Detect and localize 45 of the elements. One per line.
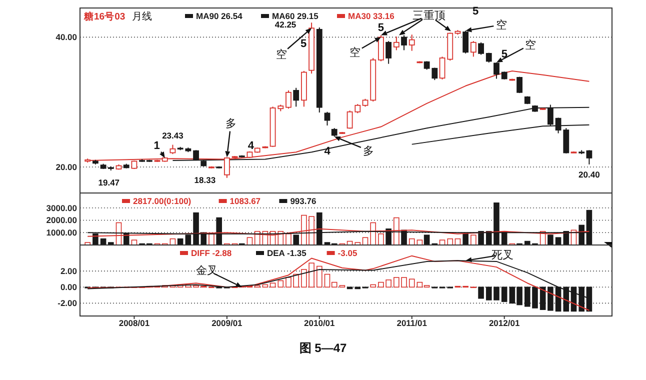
- y-tick-label: 0.00: [60, 282, 78, 292]
- chart-subtitle: 月线: [132, 10, 152, 22]
- annotation: 5: [378, 22, 384, 34]
- legend-label: MA60 29.15: [272, 10, 319, 21]
- y-tick-label: 2.00: [60, 266, 78, 276]
- annotation: 18.33: [194, 174, 216, 185]
- y-tick-label: 40.00: [56, 32, 78, 42]
- annotation: 20.40: [578, 169, 600, 180]
- y-tick-label: 1000.00: [46, 228, 78, 238]
- legend-label: MA90 26.54: [196, 10, 243, 21]
- annotation: 1: [154, 140, 160, 152]
- y-tick-label: 20.00: [56, 162, 78, 172]
- x-tick-label: 2010/01: [304, 318, 336, 328]
- annotation: 4: [248, 140, 255, 152]
- x-tick-label: 2008/01: [118, 318, 150, 328]
- legend-label: 2817.00(0:100): [133, 196, 192, 206]
- legend-label: DEA -1.35: [267, 248, 307, 258]
- annotation: 5: [501, 48, 508, 60]
- annotation: 空: [524, 38, 536, 52]
- annotation: 19.47: [98, 177, 120, 188]
- y-tick-label: 2000.00: [46, 215, 78, 226]
- annotation: 死叉: [492, 249, 514, 262]
- annotation: 空: [349, 46, 360, 60]
- x-tick-label: 2009/01: [212, 318, 243, 328]
- annotation: 空: [496, 18, 508, 32]
- annotation: 多: [225, 118, 236, 130]
- annotation: 4: [324, 145, 332, 158]
- legend-label: -3.05: [338, 248, 358, 258]
- legend-label: 1083.67: [230, 196, 261, 206]
- legend-label: 993.76: [290, 196, 316, 206]
- chart-title: 糖16号03: [83, 10, 126, 22]
- legend-label: MA30 33.16: [348, 10, 395, 21]
- annotation: 5: [472, 6, 479, 18]
- annotation: 多: [362, 145, 374, 158]
- annotation: 三重顶: [412, 9, 446, 22]
- x-tick-label: 2011/01: [396, 318, 428, 328]
- annotation: 23.43: [162, 130, 184, 141]
- caption: 图 5—47: [299, 341, 347, 355]
- annotation: 42.25: [274, 20, 296, 30]
- annotation: 5: [300, 38, 307, 50]
- legend-label: DIFF -2.88: [191, 248, 232, 258]
- y-tick-label: 3000.00: [46, 202, 78, 213]
- annotation: 空: [276, 48, 288, 61]
- y-tick-label: -2.00: [58, 298, 78, 308]
- x-tick-label: 2012/01: [488, 318, 520, 328]
